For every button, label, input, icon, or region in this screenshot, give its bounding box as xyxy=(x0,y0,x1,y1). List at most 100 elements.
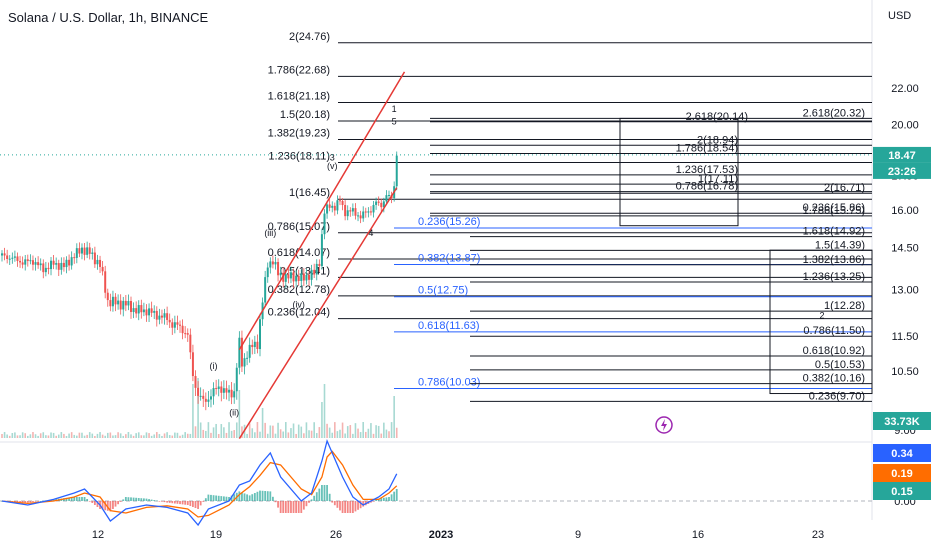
fib-secondary-label: 2.618(20.32) xyxy=(803,107,865,119)
candle-body xyxy=(39,263,42,266)
macd-histogram-bar xyxy=(109,501,112,512)
fib-blue-label: 0.236(15.26) xyxy=(418,216,480,228)
candle-body xyxy=(326,204,329,214)
macd-histogram-bar xyxy=(127,497,130,501)
candle-body xyxy=(148,308,151,316)
x-tick-label: 2023 xyxy=(429,529,453,541)
macd-histogram-bar xyxy=(284,501,287,513)
macd-histogram-bar xyxy=(81,497,83,501)
volume-bar xyxy=(127,432,130,438)
macd-histogram-bar xyxy=(264,491,267,501)
fib-secondary-label: 1.786(18.54) xyxy=(676,142,738,154)
volume-badge-bg xyxy=(873,412,931,430)
candle-body xyxy=(24,259,27,265)
fib-blue-label: 0.5(12.75) xyxy=(418,285,468,297)
volume-bar xyxy=(94,435,96,438)
candle-body xyxy=(104,271,107,293)
candle-body xyxy=(217,386,220,390)
candle-body xyxy=(191,352,194,377)
candle-body xyxy=(176,322,179,325)
volume-bar xyxy=(318,427,321,438)
volume-bar xyxy=(29,434,32,438)
macd-histogram-bar xyxy=(253,493,256,501)
macd-histogram-bar xyxy=(14,501,16,502)
macd-histogram-bar xyxy=(372,501,375,502)
fib-level-label: 0.618(14.07) xyxy=(268,247,330,259)
candle-body xyxy=(344,204,347,217)
macd-histogram-bar xyxy=(143,498,145,501)
macd-histogram-bar xyxy=(19,501,21,503)
candle-body xyxy=(132,308,135,313)
fib-secondary-label: 1(12.28) xyxy=(824,300,865,312)
candle-body xyxy=(331,205,334,208)
candle-body xyxy=(168,319,171,323)
volume-bar xyxy=(47,435,50,438)
volume-bar xyxy=(323,384,326,438)
fib-level-label: 2(24.76) xyxy=(289,31,330,43)
macd-histogram-bar xyxy=(308,501,310,503)
volume-bar xyxy=(137,432,140,438)
macd-histogram-bar xyxy=(179,501,181,505)
macd-histogram-bar xyxy=(336,501,339,508)
macd-histogram-bar xyxy=(241,492,243,501)
chart-title: Solana / U.S. Dollar, 1h, BINANCE xyxy=(8,10,209,25)
macd-histogram-bar xyxy=(393,491,396,501)
y-tick-label: 14.50 xyxy=(891,243,919,255)
volume-bar xyxy=(32,432,34,438)
macd-histogram-bar xyxy=(370,501,372,503)
candle-body xyxy=(62,262,65,268)
volume-bar xyxy=(117,432,119,438)
macd-histogram-bar xyxy=(259,490,261,501)
volume-bar xyxy=(37,435,39,438)
volume-bar xyxy=(168,435,171,438)
volume-bar xyxy=(8,435,11,438)
volume-bar xyxy=(277,422,279,438)
macd-histogram-bar xyxy=(21,501,24,503)
volume-bar xyxy=(395,427,398,438)
x-tick-label: 26 xyxy=(330,529,342,541)
volume-bar xyxy=(55,435,57,438)
macd-histogram-bar xyxy=(24,501,27,503)
volume-bar xyxy=(393,396,395,438)
volume-bar xyxy=(70,432,73,438)
fib-level-label: 0.5(13.41) xyxy=(280,265,330,277)
countdown-badge: 23:26 xyxy=(888,166,916,178)
candle-body xyxy=(300,273,303,281)
fib-secondary-label: 0.236(9.70) xyxy=(809,390,865,402)
candle-body xyxy=(142,309,145,313)
candle-body xyxy=(320,234,323,267)
candle-body xyxy=(73,257,76,259)
lightning-bolt-icon xyxy=(661,419,667,431)
volume-bar xyxy=(261,408,264,438)
volume-bar xyxy=(96,433,99,438)
macd-histogram-bar xyxy=(171,501,174,504)
y-tick-label: 10.50 xyxy=(891,366,919,378)
wave-label: 4 xyxy=(368,228,373,238)
volume-bar xyxy=(125,434,127,438)
candle-body xyxy=(11,257,14,259)
volume-bar xyxy=(76,435,78,438)
volume-bar xyxy=(279,429,282,438)
price-badge: 18.47 xyxy=(888,150,916,162)
candle-body xyxy=(269,261,272,268)
candle-body xyxy=(240,337,243,367)
macd-histogram-bar xyxy=(101,501,104,510)
macd-histogram-bar xyxy=(243,493,246,501)
macd-histogram-bar xyxy=(29,501,32,503)
fib-secondary-label: 0.5(10.53) xyxy=(815,359,865,371)
fib-secondary-label: 1.786(15.75) xyxy=(803,205,865,217)
volume-bar xyxy=(375,425,377,438)
candle-body xyxy=(42,263,45,273)
candle-body xyxy=(382,201,385,208)
volume-bar xyxy=(207,422,210,438)
volume-bar xyxy=(357,428,359,438)
volume-bar xyxy=(287,432,290,438)
volume-bar xyxy=(313,422,315,438)
wave-label: (iv) xyxy=(292,299,305,309)
macd-histogram-bar xyxy=(212,495,215,501)
candle-body xyxy=(60,262,63,270)
fib-secondary-label: 1(17.11) xyxy=(698,173,738,185)
fib-secondary-label: 0.618(10.92) xyxy=(803,345,865,357)
macd-histogram-bar xyxy=(295,501,298,513)
